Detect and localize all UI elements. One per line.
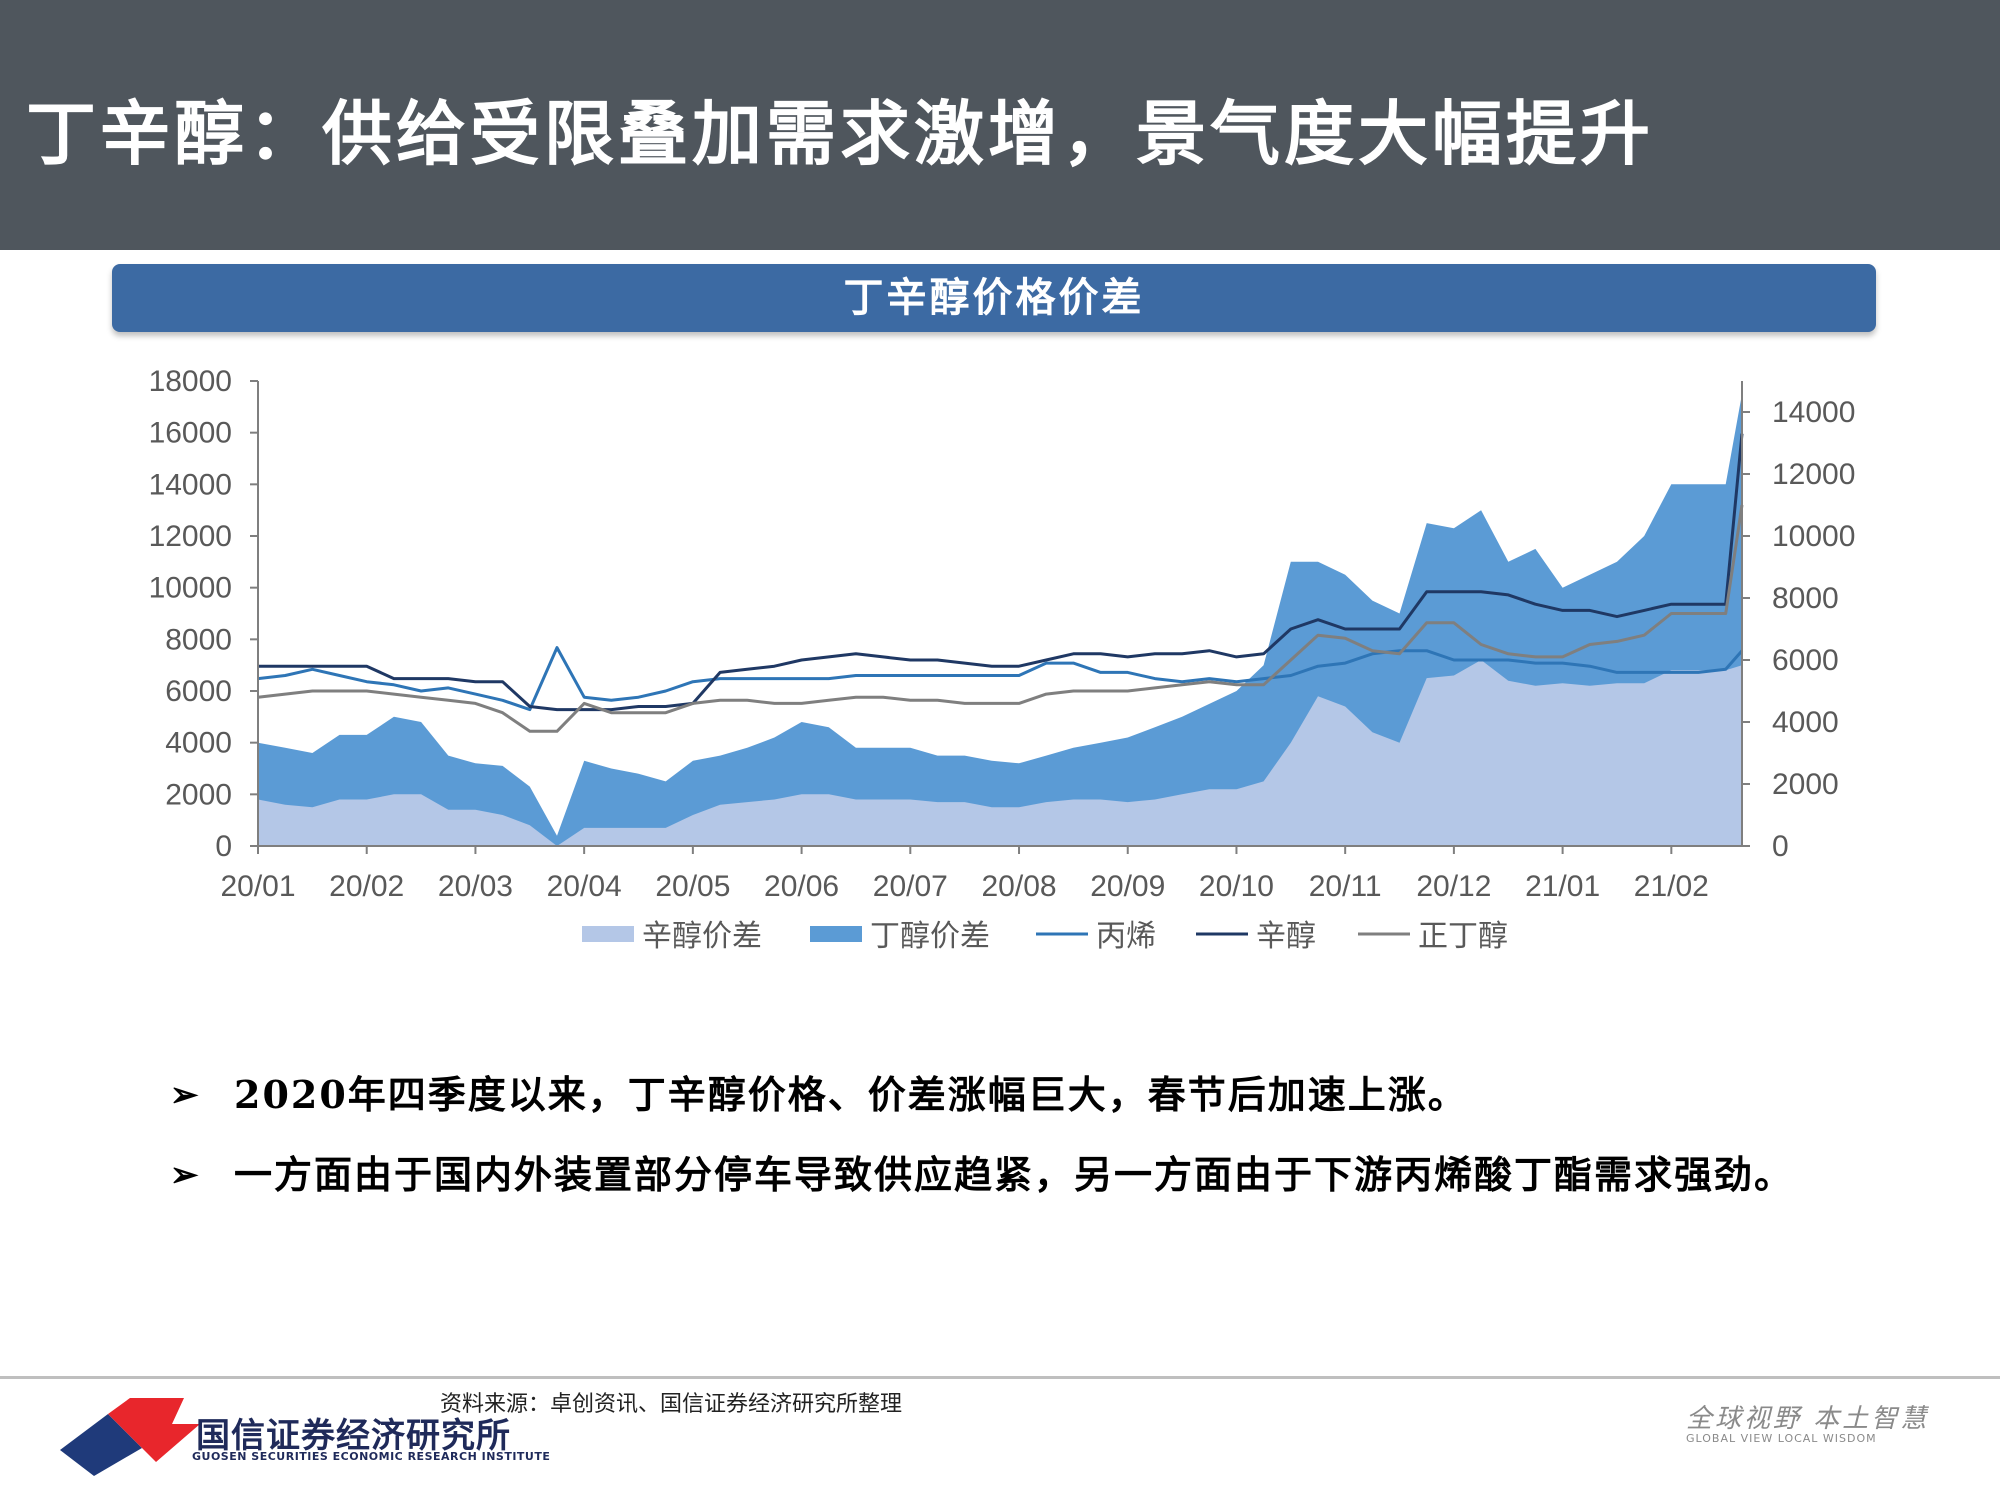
series-area-overlay [258,660,1742,846]
series-line-4 [257,504,1744,733]
left-tick-label: 18000 [149,365,232,398]
legend-swatch [582,926,634,942]
x-tick-label: 20/06 [764,870,839,903]
company-name-en: GUOSEN SECURITIES ECONOMIC RESEARCH INST… [192,1450,551,1463]
footer-divider [0,1376,2000,1379]
page-title: 丁辛醇：供给受限叠加需求激增，景气度大幅提升 [26,92,1654,175]
right-tick-label: 8000 [1772,582,1839,615]
series-line-3 [258,433,1744,712]
source-note: 资料来源：卓创资讯、国信证券经济研究所整理 [440,1392,903,1417]
left-tick-label: 16000 [149,417,232,450]
left-tick-label: 14000 [149,468,232,501]
x-tick-label: 20/02 [329,870,404,903]
bullet-arrow-icon: ➢ [170,1075,201,1115]
x-tick-label: 20/11 [1309,870,1382,903]
legend-swatch [810,926,862,942]
chart-banner: 丁辛醇价格价差 [112,264,1876,332]
legend-label: 丙烯 [1096,919,1156,954]
left-tick-label: 2000 [165,778,232,811]
company-logo-icon [60,1398,200,1476]
x-tick-label: 20/07 [873,870,948,903]
left-tick-label: 6000 [165,675,232,708]
x-tick-label: 20/05 [655,870,730,903]
left-tick-label: 8000 [165,623,232,656]
x-tick-label: 20/01 [220,870,295,903]
right-tick-label: 14000 [1772,396,1855,429]
title-bar: 丁辛醇：供给受限叠加需求激增，景气度大幅提升 [0,0,2000,250]
price-spread-chart: 0 2000 4000 6000 8000 10000 12000 14000 16000 180… [149,365,1856,954]
left-tick-label: 10000 [149,572,232,605]
left-tick-label: 12000 [149,520,232,553]
bullet-list: ➢ 2020年四季度以来，丁辛醇价格、价差涨幅巨大，春节后加速上涨。 ➢ 一方面… [170,1055,1870,1215]
x-tick-label: 20/08 [981,870,1056,903]
legend-label: 正丁醇 [1418,919,1508,954]
x-tick-label: 21/02 [1634,870,1709,903]
bullet-text: 2020年四季度以来，丁辛醇价格、价差涨幅巨大，春节后加速上涨。 [234,1072,1468,1117]
right-tick-label: 2000 [1772,768,1839,801]
bullet-text: 一方面由于国内外装置部分停车导致供应趋紧，另一方面由于下游丙烯酸丁酯需求强劲。 [234,1152,1795,1197]
right-tick-label: 4000 [1772,706,1839,739]
x-tick-label: 20/12 [1416,870,1491,903]
left-tick-label: 4000 [165,727,232,760]
right-tick-label: 12000 [1772,458,1855,491]
x-tick-label: 20/04 [547,870,622,903]
legend-label: 辛醇价差 [642,919,762,954]
right-tick-label: 0 [1772,830,1789,863]
x-tick-label: 21/01 [1525,870,1600,903]
slogan-en: GLOBAL VIEW LOCAL WISDOM [1686,1432,1877,1445]
bullet-item: ➢ 一方面由于国内外装置部分停车导致供应趋紧，另一方面由于下游丙烯酸丁酯需求强劲… [170,1135,1870,1215]
left-tick-label: 0 [215,830,232,863]
right-tick-label: 6000 [1772,644,1839,677]
right-tick-label: 10000 [1772,520,1855,553]
bullet-arrow-icon: ➢ [170,1155,201,1195]
x-tick-label: 20/03 [438,870,513,903]
legend-label: 辛醇 [1256,919,1316,954]
bullet-item: ➢ 2020年四季度以来，丁辛醇价格、价差涨幅巨大，春节后加速上涨。 [170,1055,1870,1135]
x-tick-label: 20/09 [1090,870,1165,903]
series-line-2 [257,646,1744,712]
legend-label: 丁醇价差 [870,919,990,954]
slogan: 全球视野 本土智慧 [1686,1404,1930,1434]
company-name: 国信证券经济研究所 [196,1416,511,1456]
x-tick-label: 20/10 [1199,870,1274,903]
